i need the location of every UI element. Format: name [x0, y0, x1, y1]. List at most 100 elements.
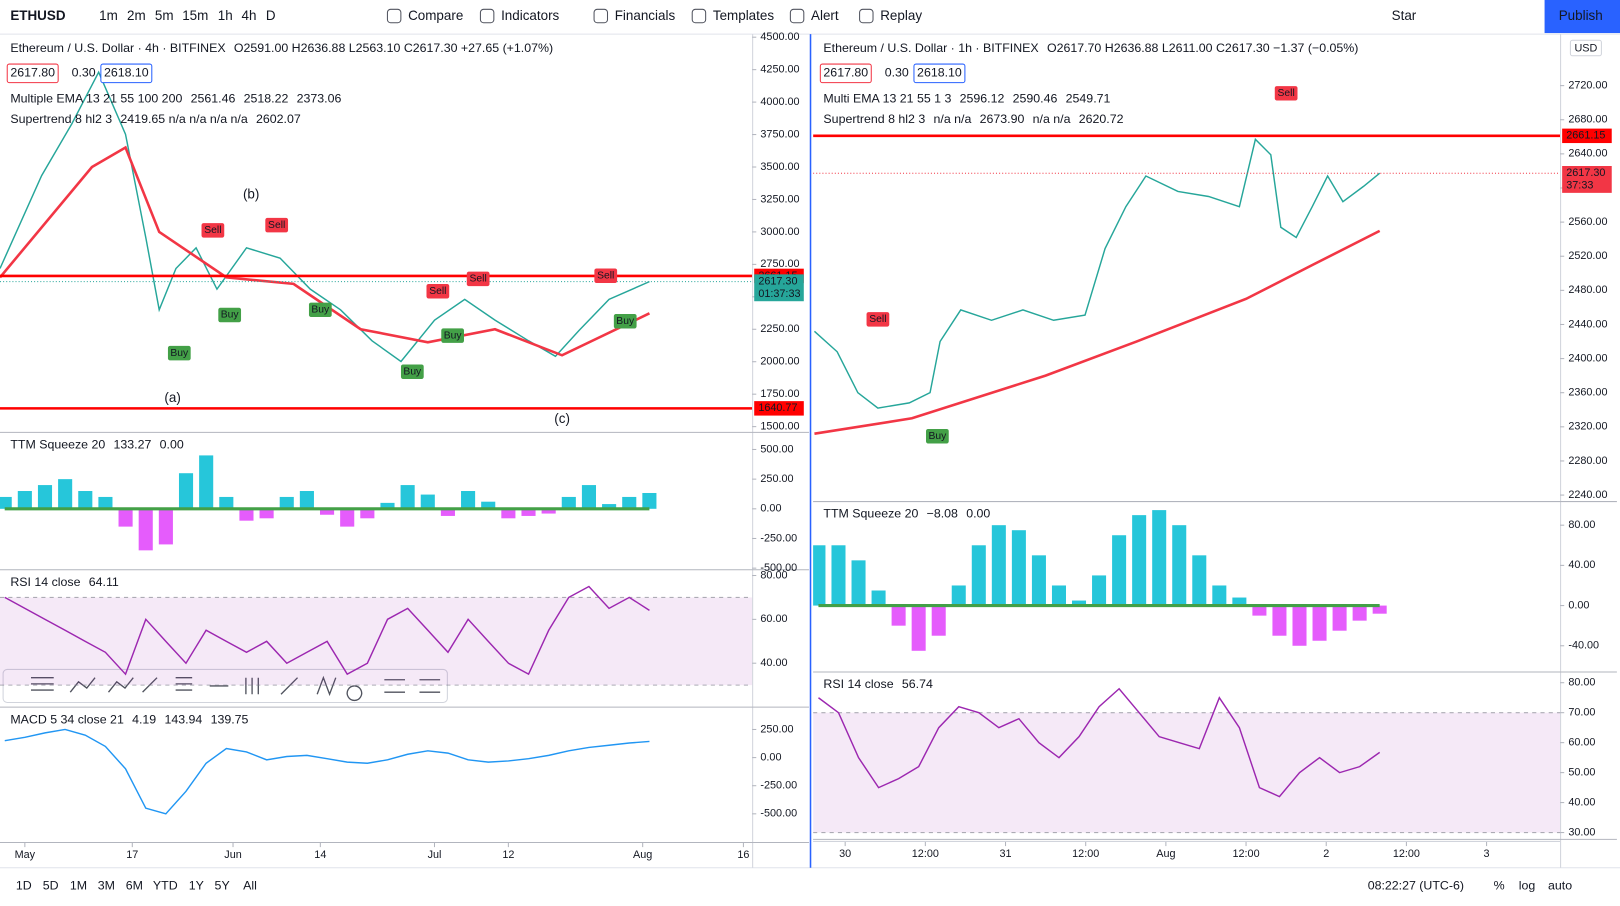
x-tick-label: 12:00: [912, 848, 939, 860]
y-tick-label: 2000.00: [760, 356, 799, 368]
toolbar-button[interactable]: Alert: [811, 8, 839, 23]
toolbar-button[interactable]: Templates: [713, 8, 774, 23]
interval-button[interactable]: D: [266, 8, 276, 23]
y-tick-label: 2560.00: [1568, 216, 1607, 228]
histogram-bar: [521, 508, 536, 516]
range-button[interactable]: 1Y: [189, 879, 204, 893]
y-tick-label: 2750.00: [760, 258, 799, 270]
pane: [813, 510, 1387, 651]
legend-text: 2617.80: [823, 66, 868, 80]
histogram-bar: [891, 605, 906, 626]
range-button[interactable]: YTD: [153, 879, 178, 893]
range-button[interactable]: 3M: [98, 879, 115, 893]
interval-button[interactable]: 15m: [182, 8, 208, 23]
signal-label: Buy: [616, 316, 635, 327]
histogram-bar: [1092, 575, 1107, 606]
interval-button[interactable]: 1m: [99, 8, 118, 23]
series-line: [818, 687, 1381, 798]
y-tick-label: 80.00: [1568, 677, 1595, 689]
wave-label: (b): [243, 187, 259, 202]
signal-marker: [866, 312, 890, 327]
histogram-bar: [1332, 605, 1347, 631]
symbol[interactable]: ETHUSD: [10, 8, 65, 23]
y-tick-label: 40.00: [1568, 796, 1595, 808]
range-button[interactable]: 6M: [126, 879, 143, 893]
last-price-label: 2617.30: [758, 275, 797, 287]
histogram-bar: [58, 479, 73, 509]
y-tick-label: 4500.00: [760, 31, 799, 43]
last-price-box: [1562, 166, 1612, 193]
interval-button[interactable]: 1h: [218, 8, 233, 23]
toolbar-button[interactable]: Replay: [880, 8, 922, 23]
histogram-bar: [622, 496, 637, 509]
publish-label[interactable]: Publish: [1559, 8, 1603, 23]
x-tick-label: 3: [1484, 848, 1490, 860]
y-tick-label: 3250.00: [760, 193, 799, 205]
legend-text: 2373.06: [297, 91, 342, 105]
x-tick-label: 30: [839, 848, 851, 860]
pane: [4, 728, 650, 815]
legend-text: 2549.71: [1066, 91, 1111, 105]
pane-body: [813, 687, 1561, 834]
scale-option[interactable]: log: [1519, 879, 1536, 893]
histogram-bar: [239, 508, 254, 521]
range-button[interactable]: 5Y: [215, 879, 230, 893]
scale-option[interactable]: auto: [1548, 879, 1572, 893]
signal-label: Sell: [429, 286, 446, 297]
signal-label: Sell: [470, 274, 487, 285]
legend-text: 139.75: [211, 712, 249, 726]
y-tick-label: 0.00: [760, 503, 781, 515]
x-tick-label: 16: [737, 849, 749, 861]
interval-button[interactable]: 5m: [155, 8, 174, 23]
star-button[interactable]: Star: [1392, 8, 1417, 23]
y-tick-label: 250.00: [760, 473, 793, 485]
y-tick-label: 70.00: [1568, 707, 1595, 719]
top-toolbar: [0, 0, 1620, 35]
range-button[interactable]: 1D: [16, 879, 32, 893]
y-tick-label: -250.00: [760, 532, 797, 544]
histogram-bar: [118, 508, 133, 527]
histogram-bar: [1132, 515, 1147, 606]
legend-text: 0.00: [966, 507, 990, 521]
signal-marker: [926, 428, 949, 444]
range-button[interactable]: 5D: [43, 879, 59, 893]
series-line: [813, 137, 1381, 409]
toolbar-button[interactable]: Indicators: [501, 8, 559, 23]
histogram-bar: [259, 508, 274, 519]
histogram-bar: [851, 560, 866, 606]
range-button[interactable]: All: [243, 879, 257, 893]
y-tick-label: 2250.00: [760, 323, 799, 335]
pane-body: Sell Sell Buy: [813, 86, 1561, 444]
pane-body: Sell Sell Sell Sell Sell Buy Buy Buy Buy Buy Buy (a…: [0, 70, 753, 426]
rsi-band: [0, 597, 753, 686]
toolbar-icon: [386, 8, 402, 24]
scale-option[interactable]: %: [1494, 879, 1505, 893]
level-label: 1640.77: [758, 402, 797, 414]
series-line: [4, 585, 650, 676]
signal-marker: [201, 223, 225, 238]
currency-label[interactable]: USD: [1574, 42, 1597, 54]
toolbar-button[interactable]: Compare: [408, 8, 463, 23]
publish-button[interactable]: [1544, 0, 1620, 34]
histogram-bar: [158, 508, 173, 545]
histogram-bar: [178, 473, 194, 509]
histogram-bar: [931, 605, 946, 636]
y-tick-label: 80.00: [1568, 519, 1595, 531]
pane-body: [0, 585, 753, 686]
histogram-bar: [400, 485, 415, 509]
x-tick-label: Aug: [633, 849, 652, 861]
histogram-bar: [1212, 585, 1227, 606]
range-button[interactable]: 1M: [70, 879, 87, 893]
toolbar-button[interactable]: Financials: [615, 8, 676, 23]
histogram-bar: [279, 496, 294, 509]
toolbar-icon: [593, 8, 609, 24]
currency-box: [1569, 39, 1602, 57]
y-tick-label: 3000.00: [760, 226, 799, 238]
legend-text: O2617.70 H2636.88 L2611.00 C2617.30 −1.3…: [1047, 41, 1358, 55]
y-tick-label: 60.00: [760, 613, 787, 625]
interval-button[interactable]: 2m: [127, 8, 146, 23]
y-tick-label: 40.00: [1568, 559, 1595, 571]
histogram-bar: [461, 491, 476, 509]
interval-button[interactable]: 4h: [242, 8, 257, 23]
series-line: [0, 145, 651, 357]
